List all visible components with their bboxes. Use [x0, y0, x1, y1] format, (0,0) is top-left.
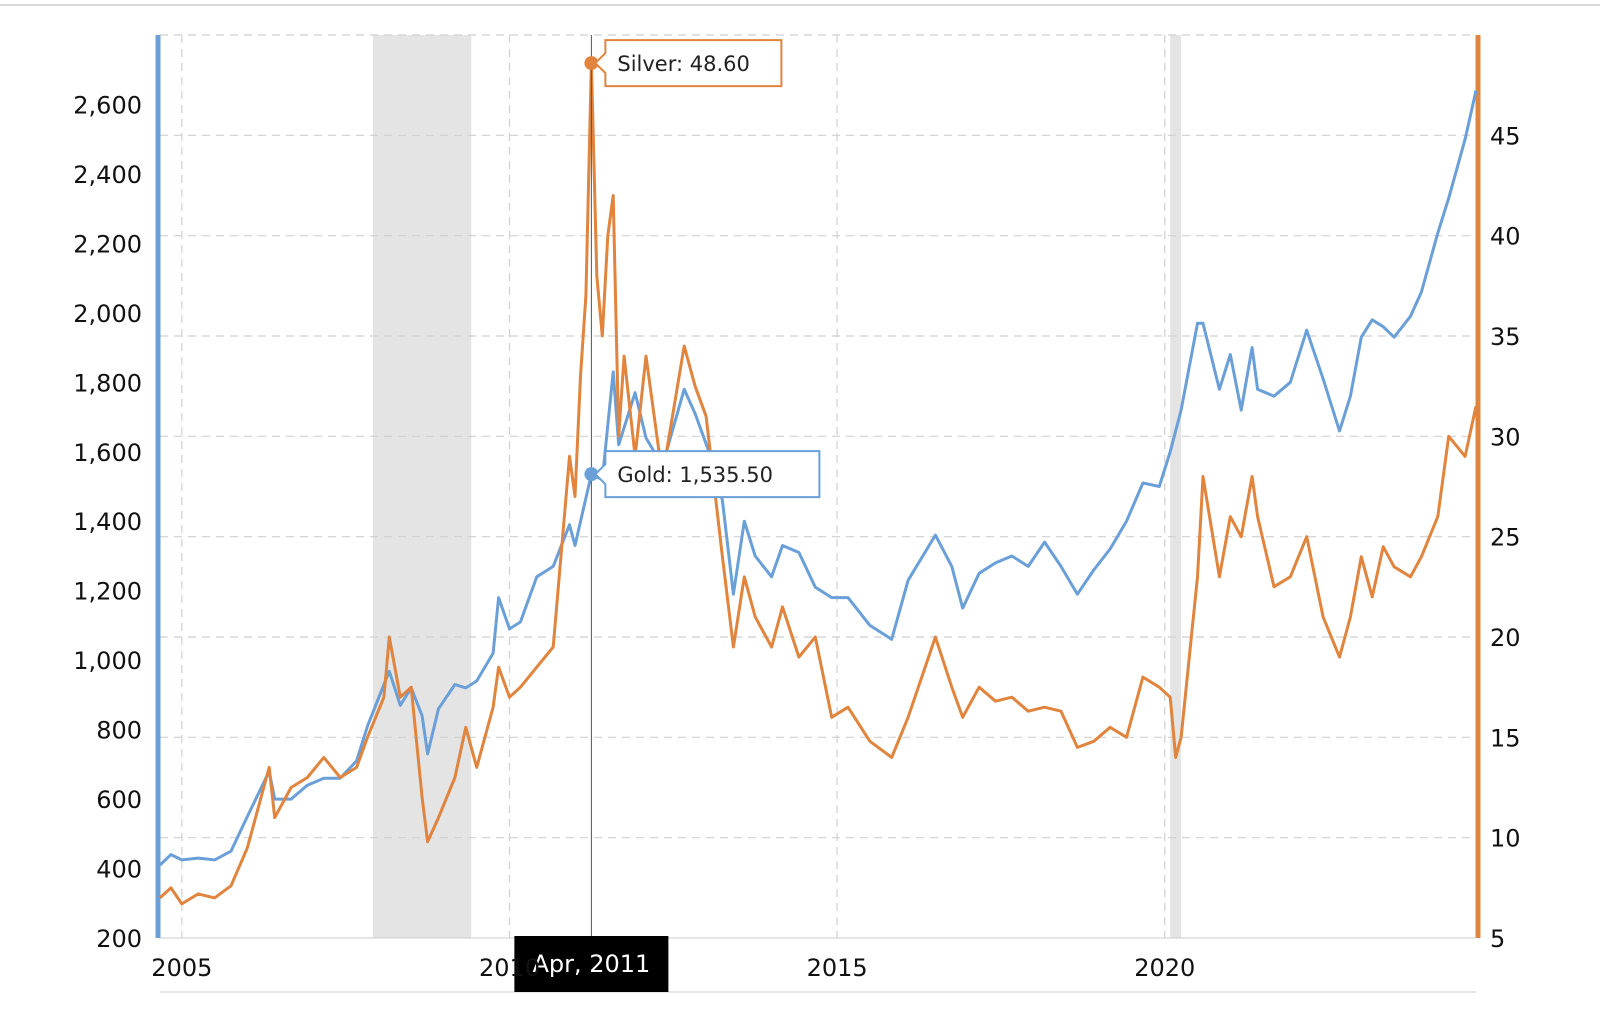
- recession-band-1: [1170, 35, 1182, 938]
- gold-tooltip-box: [593, 450, 821, 499]
- grid-layer: [160, 34, 1476, 938]
- left-tick-label: 1,800: [73, 369, 142, 397]
- series-layer: [158, 61, 1478, 906]
- left-tick-label: 2,400: [73, 161, 142, 189]
- left-tick-label: 1,400: [73, 508, 142, 536]
- left-tick-label: 2,200: [73, 230, 142, 258]
- tick-labels-layer: 200 400 600 800 1,000 1,200 1,400 1,600 1,800 2,0…: [73, 91, 1520, 982]
- gold-marker-dot: [584, 467, 599, 482]
- left-tick-label: 2,600: [73, 91, 142, 119]
- right-tick-label: 30: [1490, 423, 1521, 451]
- x-tick-label: 2020: [1134, 954, 1195, 982]
- right-tick-label: 15: [1490, 724, 1521, 752]
- right-tick-label: 20: [1490, 624, 1521, 652]
- silver-series-line: [158, 61, 1478, 906]
- x-tick-label: 2010: [479, 954, 540, 982]
- crosshair-date-label: Apr, 2011: [532, 950, 650, 978]
- left-tick-label: 1,600: [73, 439, 142, 467]
- recession-shading-layer: [372, 35, 1182, 938]
- x-tick-label: 2005: [151, 954, 212, 982]
- gold-series-line: [158, 90, 1478, 867]
- silver-tooltip-box: [593, 39, 783, 88]
- left-tick-label: 1,200: [73, 578, 142, 606]
- crosshair-layer: Apr, 2011 Silver: 48.60 Gold: 1,535.50: [514, 35, 821, 992]
- left-tick-label: 400: [96, 856, 142, 884]
- x-tick-label: 2015: [807, 954, 868, 982]
- left-tick-label: 1,000: [73, 647, 142, 675]
- crosshair-date-box: [514, 936, 669, 992]
- left-tick-label: 600: [96, 786, 142, 814]
- right-tick-label: 5: [1490, 925, 1505, 953]
- left-tick-label: 2,000: [73, 300, 142, 328]
- gold-tooltip-text: Gold: 1,535.50: [617, 463, 773, 487]
- right-tick-label: 10: [1490, 825, 1521, 853]
- left-tick-label: 200: [96, 925, 142, 953]
- silver-marker-dot: [584, 56, 599, 71]
- silver-tooltip-text: Silver: 48.60: [617, 52, 749, 76]
- right-tick-label: 45: [1490, 122, 1521, 150]
- right-tick-label: 25: [1490, 524, 1521, 552]
- right-tick-label: 40: [1490, 223, 1521, 251]
- left-tick-label: 800: [96, 717, 142, 745]
- axes-layer: [155, 35, 1481, 993]
- right-tick-label: 35: [1490, 323, 1521, 351]
